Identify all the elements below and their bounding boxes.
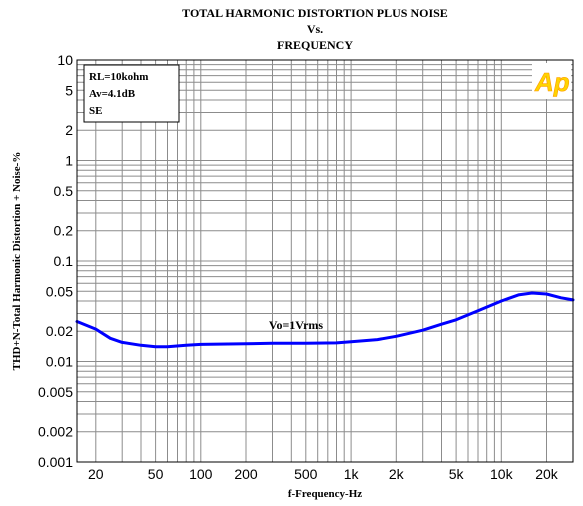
y-tick-label: 0.002	[38, 424, 73, 440]
series-lines: Vo=1Vrms	[75, 291, 575, 349]
y-tick-label: 0.02	[46, 323, 73, 339]
y-tick-label: 0.5	[54, 183, 74, 199]
x-tick-label: 50	[148, 466, 164, 482]
title-line-2: Vs.	[307, 22, 323, 36]
y-tick-label: 1	[65, 153, 73, 169]
ap-logo: Ap	[532, 63, 571, 99]
y-tick-label: 0.05	[46, 283, 73, 299]
y-tick-label: 0.2	[54, 223, 74, 239]
x-tick-label: 100	[189, 466, 213, 482]
x-tick-label: 20k	[535, 466, 559, 482]
x-tick-label: 2k	[389, 466, 405, 482]
x-tick-label: 20	[88, 466, 104, 482]
y-tick-label: 0.001	[38, 454, 73, 470]
condition-mode: SE	[89, 105, 102, 117]
y-tick-label: 2	[65, 122, 73, 138]
condition-load: RL=10kohm	[89, 71, 148, 83]
x-tick-labels: 20 50 100 200 500 1k 2k 5k 10k 20k	[88, 466, 559, 482]
condition-gain: Av=4.1dB	[89, 88, 136, 100]
y-tick-label: 5	[65, 82, 73, 98]
title-line-3: FREQUENCY	[277, 38, 353, 52]
x-axis-label: f-Frequency-Hz	[288, 488, 362, 500]
ap-logo-text: Ap	[534, 67, 570, 97]
series-label: Vo=1Vrms	[269, 318, 324, 332]
series-line	[75, 291, 575, 349]
y-axis-label: THD+N-Total Harmonic Distortion + Noise-…	[11, 152, 23, 371]
x-tick-label: 500	[294, 466, 318, 482]
chart-title: TOTAL HARMONIC DISTORTION PLUS NOISE Vs.…	[182, 6, 448, 52]
y-tick-label: 0.1	[54, 253, 74, 269]
ap-logo-background	[532, 63, 571, 99]
y-tick-label: 0.01	[46, 354, 73, 370]
conditions-box-background	[83, 64, 180, 123]
x-tick-label: 1k	[344, 466, 360, 482]
y-tick-label: 10	[57, 52, 73, 68]
title-line-1: TOTAL HARMONIC DISTORTION PLUS NOISE	[182, 6, 448, 20]
x-tick-label: 10k	[490, 466, 514, 482]
y-tick-label: 0.005	[38, 384, 73, 400]
conditions-box: RL=10kohm Av=4.1dB SE	[83, 64, 180, 123]
x-tick-label: 5k	[449, 466, 465, 482]
plot-frame	[76, 59, 574, 463]
x-tick-label: 200	[234, 466, 258, 482]
y-tick-labels: 10 5 2 1 0.5 0.2 0.1 0.05 0.02 0.01 0.005 0.002 0.00…	[38, 52, 73, 470]
